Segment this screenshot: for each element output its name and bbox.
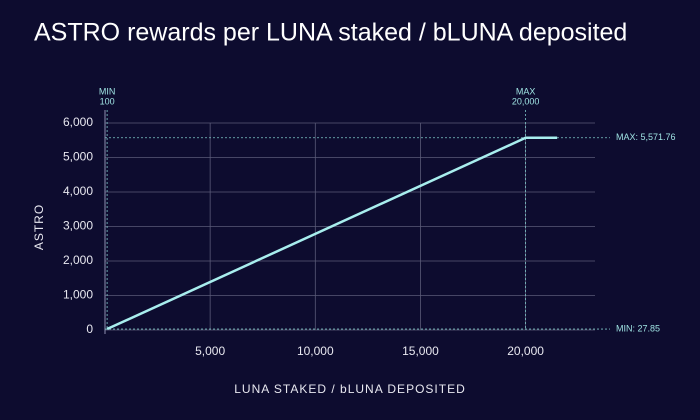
marker-value: 100 — [100, 96, 115, 106]
x-tick-label: 15,000 — [402, 344, 439, 358]
data-line — [106, 136, 558, 331]
marker-label: MAX: 5,571.76 — [616, 132, 676, 142]
y-tick-label: 2,000 — [63, 253, 93, 267]
y-tick-label: 6,000 — [63, 115, 93, 129]
x-tick-label: 5,000 — [195, 344, 225, 358]
marker-label: MIN — [99, 86, 116, 96]
x-axis-label: LUNA STAKED / bLUNA DEPOSITED — [234, 382, 466, 396]
marker-value: 20,000 — [512, 96, 540, 106]
y-tick-label: 0 — [86, 322, 93, 336]
y-tick-label: 5,000 — [63, 150, 93, 164]
y-axis-label: ASTRO — [32, 204, 46, 250]
y-tick-label: 3,000 — [63, 219, 93, 233]
y-tick-label: 4,000 — [63, 184, 93, 198]
x-tick-label: 20,000 — [507, 344, 544, 358]
x-tick-label: 10,000 — [297, 344, 334, 358]
y-tick-label: 1,000 — [63, 288, 93, 302]
marker-label: MAX — [516, 86, 536, 96]
marker-label: MIN: 27.85 — [616, 323, 660, 333]
chart-title: ASTRO rewards per LUNA staked / bLUNA de… — [34, 19, 627, 47]
